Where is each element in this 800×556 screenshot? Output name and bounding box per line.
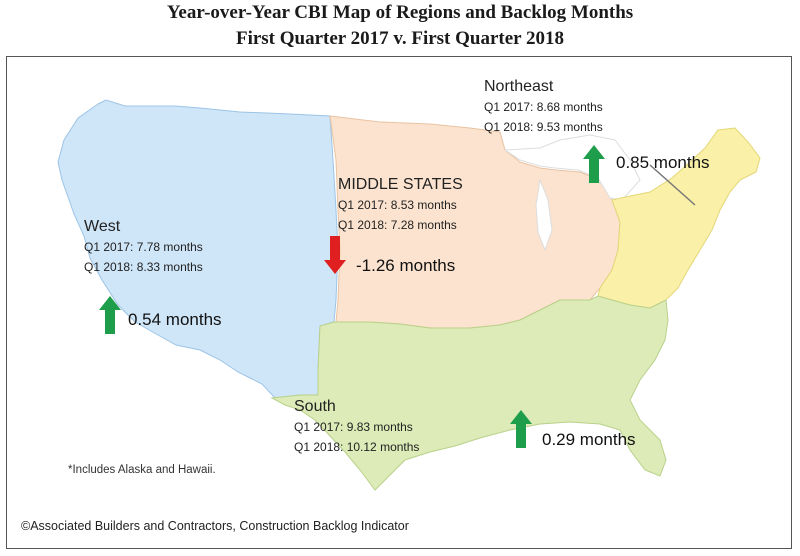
northeast-up-arrow-icon [583,145,605,183]
south-q1-2018: Q1 2018: 10.12 months [294,440,420,454]
middle-states-change: -1.26 months [356,256,456,275]
west-q1-2017: Q1 2017: 7.78 months [84,240,203,254]
south-label: South [294,398,336,415]
south-q1-2017: Q1 2017: 9.83 months [294,420,413,434]
footnote: *Includes Alaska and Hawaii. [68,464,216,476]
west-q1-2018: Q1 2018: 8.33 months [84,260,203,274]
south-region-shape [270,295,669,491]
northeast-label: Northeast [484,78,554,95]
west-change: 0.54 months [128,310,222,329]
map-frame [6,56,792,549]
northeast-change: 0.85 months [616,153,710,172]
map-title: Year-over-Year CBI Map of Regions and Ba… [166,2,634,23]
northeast-q1-2017: Q1 2017: 8.68 months [484,100,603,114]
lake-michigan-shape [535,178,553,252]
northeast-region-shape [597,127,761,309]
south-up-arrow-icon [510,410,532,448]
middle-states-q1-2017: Q1 2017: 8.53 months [338,198,457,212]
map-subtitle: First Quarter 2017 v. First Quarter 2018 [235,28,565,49]
middle-states-label: MIDDLE STATES [338,176,463,193]
copyright-notice: ©Associated Builders and Contractors, Co… [21,519,409,533]
south-change: 0.29 months [542,430,636,449]
middle-states-q1-2018: Q1 2018: 7.28 months [338,218,457,232]
northeast-q1-2018: Q1 2018: 9.53 months [484,120,603,134]
middle-states-down-arrow-icon [324,236,346,274]
west-up-arrow-icon [99,296,121,334]
northeast-leader-line [649,164,696,206]
west-label: West [84,218,121,235]
